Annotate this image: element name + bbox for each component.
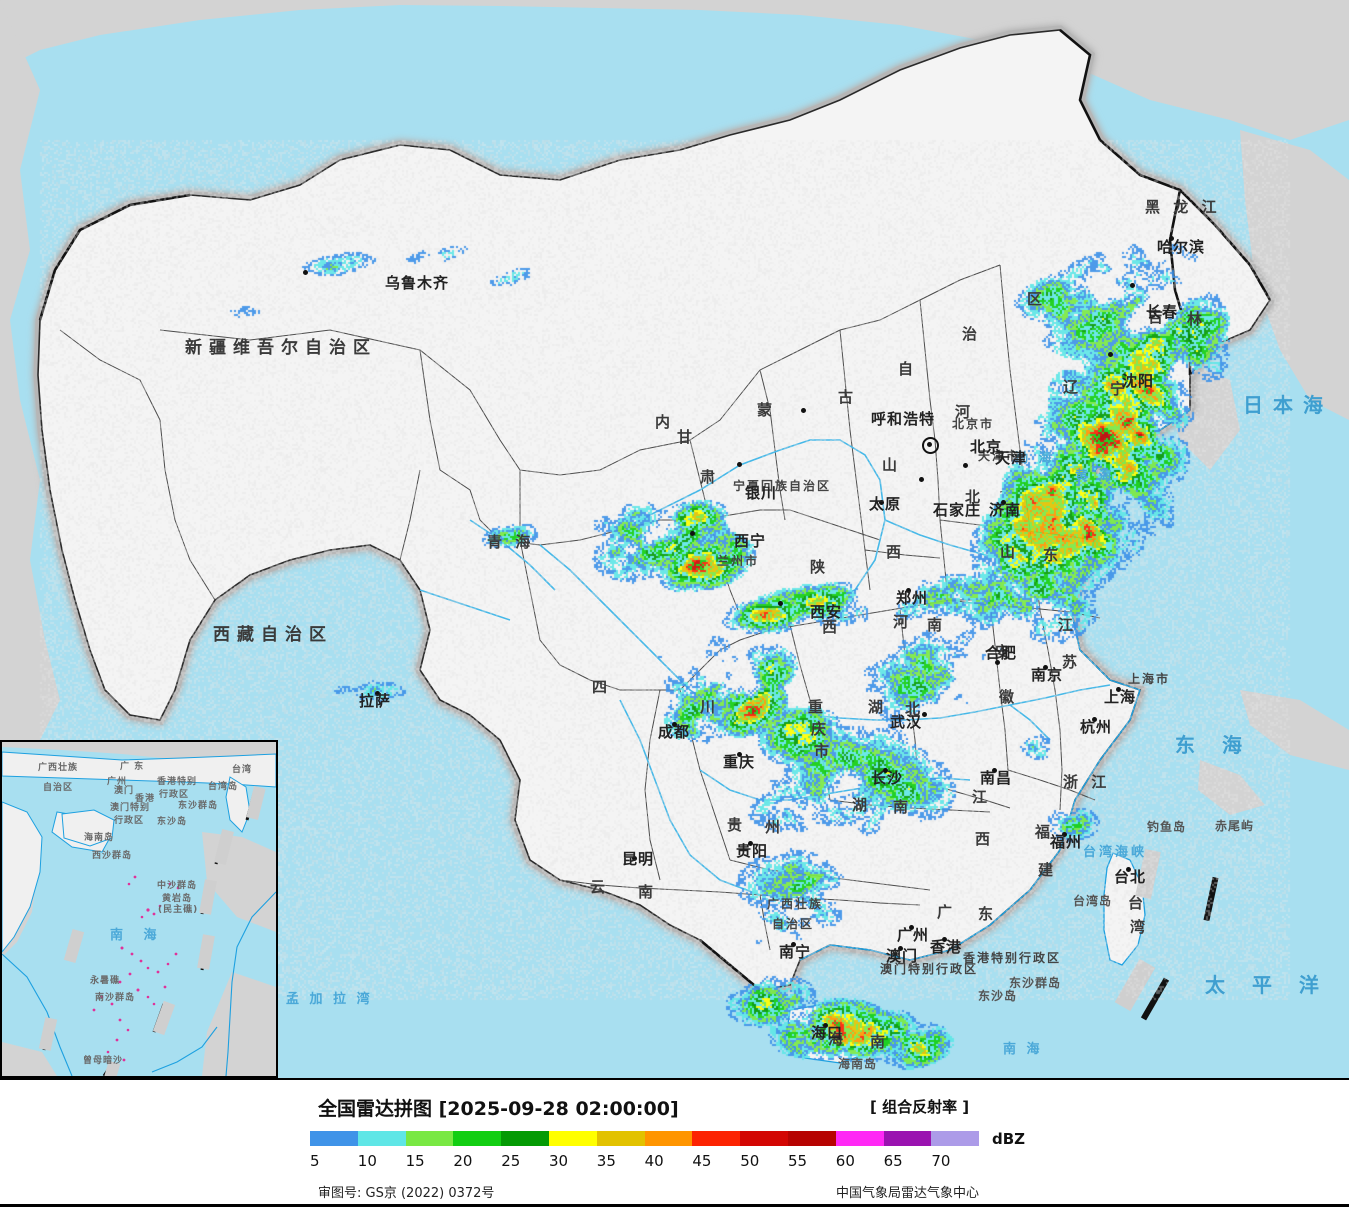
radar-map[interactable]: 日本海黄 海渤 海东 海太 平 洋南 海孟 加 拉 湾台湾海峡 新疆维吾尔自治区西… xyxy=(0,0,1349,1078)
city-marker-石家庄 xyxy=(919,477,924,482)
bottom-rule xyxy=(0,1204,1349,1207)
city-marker-沈阳 xyxy=(1108,352,1113,357)
city-marker-北京 xyxy=(922,437,939,454)
city-marker-海口 xyxy=(823,1023,828,1028)
tick-5: 5 xyxy=(310,1152,320,1170)
tick-35: 35 xyxy=(596,1152,616,1170)
source-organization: 中国气象局雷达气象中心 xyxy=(836,1186,980,1201)
city-marker-哈尔滨 xyxy=(1169,236,1174,241)
city-marker-香港 xyxy=(942,937,947,942)
colorbar-swatch-50 xyxy=(740,1131,788,1146)
colorbar-swatch-45 xyxy=(692,1131,741,1146)
tick-65: 65 xyxy=(883,1152,903,1170)
colorbar-swatch-60 xyxy=(835,1131,884,1146)
city-marker-武汉 xyxy=(922,712,927,717)
colorbar-swatch-15 xyxy=(405,1131,454,1146)
city-marker-广州 xyxy=(909,925,914,930)
dbz-unit-label: dBZ xyxy=(992,1130,1026,1148)
city-marker-贵阳 xyxy=(748,841,753,846)
city-marker-拉萨 xyxy=(375,691,380,696)
city-marker-南昌 xyxy=(992,768,997,773)
city-marker-南宁 xyxy=(791,942,796,947)
tick-15: 15 xyxy=(405,1152,425,1170)
tick-20: 20 xyxy=(453,1152,473,1170)
tick-10: 10 xyxy=(357,1152,377,1170)
colorbar-swatch-20 xyxy=(453,1131,502,1146)
city-marker-乌鲁木齐 xyxy=(303,270,308,275)
city-marker-重庆 xyxy=(737,752,742,757)
city-marker-上海 xyxy=(1116,687,1121,692)
colorbar-swatch-25 xyxy=(501,1131,549,1146)
colorbar-swatch-65 xyxy=(883,1131,932,1146)
product-type-label: [ 组合反射率 ] xyxy=(870,1098,970,1116)
tick-25: 25 xyxy=(501,1152,521,1170)
city-marker-台北 xyxy=(1126,867,1131,872)
colorbar-swatch-10 xyxy=(357,1131,406,1146)
tick-45: 45 xyxy=(692,1152,712,1170)
colorbar-swatch-35 xyxy=(596,1131,645,1146)
city-marker-澳门 xyxy=(898,946,903,951)
tick-30: 30 xyxy=(549,1152,569,1170)
city-marker-合肥 xyxy=(995,660,1000,665)
city-marker-南京 xyxy=(1043,665,1048,670)
city-marker-福州 xyxy=(1062,832,1067,837)
tick-60: 60 xyxy=(835,1152,855,1170)
colorbar-swatch-70 xyxy=(931,1131,980,1146)
city-marker-济南 xyxy=(1001,500,1006,505)
city-marker-长春 xyxy=(1130,283,1135,288)
approval-number: 审图号: GS京 (2022) 0372号 xyxy=(318,1186,495,1201)
dbz-tick-labels: 5 10 15 20 25 30 35 40 45 50 55 60 65 70 xyxy=(303,1152,1063,1172)
colorbar-swatch-40 xyxy=(644,1131,693,1146)
city-marker-西宁 xyxy=(690,531,695,536)
south-china-sea-inset[interactable]: 广西壮族 自治区广 东广州 澳门 香港 香港特别 行政区 澳门特别 行政区 台湾 台湾岛 东沙群岛东… xyxy=(0,740,278,1078)
city-marker-银川 xyxy=(737,462,742,467)
mosaic-title: 全国雷达拼图 [2025-09-28 02:00:00] xyxy=(318,1098,679,1120)
inset-basemap xyxy=(2,742,276,1076)
city-marker-呼和浩特 xyxy=(801,408,806,413)
tick-55: 55 xyxy=(788,1152,808,1170)
tick-70: 70 xyxy=(931,1152,951,1170)
dbz-colorbar[interactable] xyxy=(310,1131,980,1146)
city-marker-天津 xyxy=(963,463,968,468)
colorbar-swatch-30 xyxy=(548,1131,597,1146)
city-marker-昆明 xyxy=(632,856,637,861)
colorbar-swatch-55 xyxy=(787,1131,836,1146)
city-marker-西安 xyxy=(778,601,783,606)
city-marker-成都 xyxy=(672,722,677,727)
city-marker-杭州 xyxy=(1092,717,1097,722)
tick-50: 50 xyxy=(740,1152,760,1170)
city-marker-郑州 xyxy=(906,588,911,593)
colorbar-swatch-5 xyxy=(310,1131,358,1146)
tick-40: 40 xyxy=(644,1152,664,1170)
city-marker-长沙 xyxy=(883,768,888,773)
city-marker-太原 xyxy=(879,500,884,505)
